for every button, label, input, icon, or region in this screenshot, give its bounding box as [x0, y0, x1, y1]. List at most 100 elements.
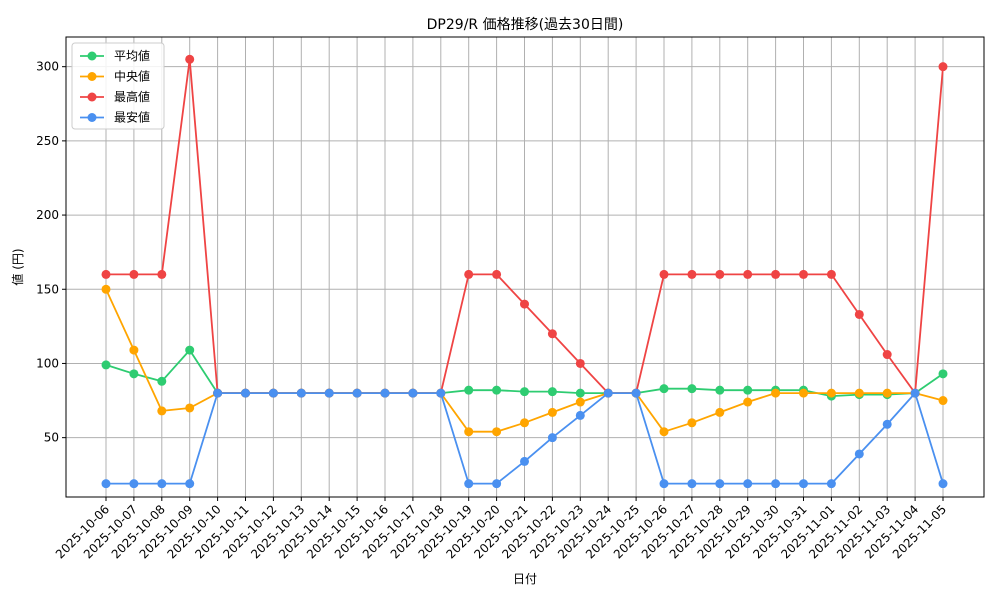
data-point-median [101, 284, 111, 294]
data-point-median [492, 427, 502, 437]
data-point-average [129, 369, 139, 379]
data-point-min [185, 479, 195, 489]
x-axis: 2025-10-062025-10-072025-10-082025-10-09… [53, 497, 949, 561]
data-point-average [492, 385, 502, 395]
data-point-min [380, 388, 390, 398]
data-point-max [129, 269, 139, 279]
data-point-min [241, 388, 250, 398]
data-point-average [715, 385, 725, 395]
legend-marker-min [87, 113, 97, 122]
data-point-median [743, 397, 753, 407]
x-axis-title: 日付 [513, 572, 537, 586]
data-point-median [882, 388, 892, 398]
data-point-median [129, 345, 139, 355]
data-point-max [882, 350, 892, 360]
y-tick-label: 250 [36, 134, 59, 148]
data-point-max [547, 329, 557, 339]
data-point-median [854, 388, 864, 398]
data-point-max [687, 269, 697, 279]
y-tick-label: 300 [36, 60, 59, 74]
data-point-min [157, 479, 167, 489]
data-point-average [687, 384, 697, 394]
legend-label-min: 最安値 [114, 110, 150, 125]
data-point-median [157, 406, 167, 416]
data-point-median [659, 427, 669, 437]
y-tick-label: 50 [44, 431, 59, 445]
data-point-max [101, 269, 111, 279]
data-point-median [185, 403, 195, 413]
data-point-median [464, 427, 474, 437]
data-point-min [938, 479, 948, 489]
data-point-max [826, 269, 836, 279]
data-point-min [687, 479, 697, 489]
legend-marker-max [87, 92, 97, 102]
data-point-max [938, 62, 948, 72]
data-point-max [464, 269, 474, 279]
data-point-max [854, 309, 864, 319]
series-min [101, 388, 948, 489]
y-tick-label: 100 [36, 356, 59, 370]
data-point-max [799, 269, 808, 279]
series-layer [101, 54, 948, 489]
data-point-min [743, 479, 753, 489]
data-point-min [101, 479, 111, 489]
data-point-average [575, 388, 585, 398]
data-point-min [882, 419, 892, 429]
legend-marker-average [87, 51, 97, 61]
chart-title: DP29/R 価格推移(過去30日間) [427, 17, 624, 33]
data-point-max [492, 269, 502, 279]
data-point-max [575, 358, 585, 368]
data-point-max [157, 269, 167, 279]
data-point-min [129, 479, 139, 489]
legend-frame [71, 42, 165, 130]
data-point-average [101, 360, 111, 370]
data-point-min [826, 479, 836, 489]
data-point-max [520, 299, 529, 309]
data-point-min [464, 479, 474, 489]
data-point-average [743, 385, 753, 395]
data-point-average [464, 385, 474, 395]
data-point-min [575, 410, 585, 420]
data-point-min [715, 479, 725, 489]
data-point-min [324, 388, 334, 398]
data-point-min [213, 388, 223, 398]
data-point-min [296, 388, 306, 398]
data-point-median [520, 418, 529, 428]
plot-frame [65, 36, 985, 498]
legend-label-average: 平均値 [114, 48, 150, 63]
data-point-min [771, 479, 781, 489]
data-point-average [157, 376, 167, 386]
data-point-min [436, 388, 446, 398]
data-point-min [910, 388, 920, 398]
data-point-min [520, 456, 529, 466]
data-point-min [659, 479, 669, 489]
data-point-median [771, 388, 781, 398]
data-point-average [185, 345, 195, 355]
data-point-max [185, 54, 195, 64]
data-point-median [547, 407, 557, 417]
data-point-min [854, 449, 864, 459]
data-point-median [938, 396, 948, 406]
data-point-min [492, 479, 502, 489]
legend-label-max: 最高値 [114, 89, 150, 104]
data-point-average [520, 387, 529, 397]
data-point-max [715, 269, 725, 279]
data-point-median [826, 388, 836, 398]
y-tick-label: 150 [36, 282, 59, 296]
data-point-min [799, 479, 808, 489]
data-point-min [408, 388, 418, 398]
y-axis-title: 値 (円) [10, 248, 25, 285]
legend-marker-median [87, 72, 97, 81]
data-point-min [631, 388, 641, 398]
data-point-median [575, 397, 585, 407]
data-point-median [687, 418, 697, 428]
data-point-average [547, 387, 557, 397]
data-point-average [938, 369, 948, 379]
data-point-max [771, 269, 781, 279]
grid-lines [66, 37, 984, 497]
data-point-min [268, 388, 278, 398]
data-point-average [659, 384, 669, 394]
y-axis: 50 100 150 200 250 300 [36, 60, 66, 445]
